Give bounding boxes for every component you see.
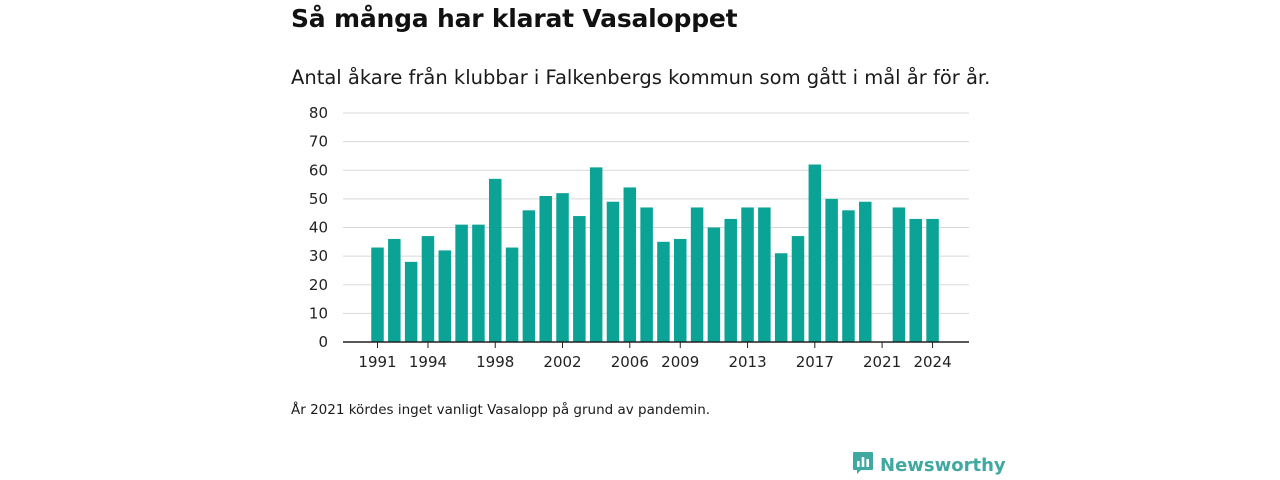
bar-2005 <box>606 201 620 342</box>
bar-1997 <box>472 224 485 342</box>
bar-2010 <box>690 207 704 342</box>
brand-name: Newsworthy <box>880 454 1006 476</box>
bar-2017 <box>808 164 822 342</box>
x-tick-label: 2006 <box>611 353 649 371</box>
y-tick-label: 20 <box>309 276 328 294</box>
chart-subtitle: Antal åkare från klubbar i Falkenbergs k… <box>291 66 991 89</box>
bar-2007 <box>640 207 653 342</box>
x-tick-label: 2002 <box>543 353 581 371</box>
y-tick-label: 0 <box>318 333 328 351</box>
y-axis-labels: 0 10 20 30 40 50 60 70 80 <box>309 104 328 351</box>
bar-2003 <box>573 216 586 342</box>
bar-2000 <box>522 210 536 342</box>
bar-2022 <box>892 207 906 342</box>
bar-1993 <box>404 261 418 342</box>
y-tick-label: 70 <box>309 133 328 151</box>
x-tick-label: 2017 <box>796 353 834 371</box>
bar-2012 <box>724 218 737 342</box>
x-tick-label: 2009 <box>661 353 699 371</box>
bar-2001 <box>539 196 552 342</box>
y-tick-label: 80 <box>309 104 328 122</box>
x-tick-label: 1991 <box>358 353 396 371</box>
footnote: År 2021 kördes inget vanligt Vasalopp på… <box>291 402 711 418</box>
bar-1995 <box>438 250 452 342</box>
bar-2018 <box>825 198 838 342</box>
x-tick-label: 2013 <box>728 353 766 371</box>
x-tick-label: 2024 <box>913 353 951 371</box>
y-tick-label: 50 <box>309 190 328 208</box>
bar-1992 <box>388 238 401 342</box>
bar-2009 <box>674 238 687 342</box>
bar-2006 <box>623 187 637 342</box>
bar-2014 <box>758 207 771 342</box>
x-tick-label: 1998 <box>476 353 514 371</box>
bar-2020 <box>859 201 872 342</box>
bar-1994 <box>421 236 435 342</box>
bar-2002 <box>556 193 569 342</box>
newsworthy-logo-icon <box>852 451 874 479</box>
bar-2016 <box>791 236 805 342</box>
x-tick-label: 2021 <box>863 353 901 371</box>
bar-2019 <box>842 210 855 342</box>
bar-1999 <box>505 247 519 342</box>
bar-2008 <box>657 241 670 342</box>
brand-logo[interactable]: Newsworthy <box>852 452 1006 478</box>
y-tick-label: 30 <box>309 247 328 265</box>
x-axis-labels: 1991 1994 1998 2002 2006 2009 2013 2017 2021 2024 <box>358 342 952 371</box>
bar-1996 <box>455 224 468 342</box>
x-tick-label: 1994 <box>409 353 447 371</box>
y-tick-label: 60 <box>309 161 328 179</box>
bar-2013 <box>741 207 754 342</box>
bar-2015 <box>774 253 788 342</box>
y-tick-label: 40 <box>309 219 328 237</box>
bar-chart: 0 10 20 30 40 50 60 70 80 1991 1994 1998 2002 2006 20… <box>309 104 969 371</box>
bar-1998 <box>488 178 502 342</box>
bar-2023 <box>909 218 922 342</box>
bar-1991 <box>371 247 384 342</box>
bar-2011 <box>707 227 721 342</box>
grid-lines <box>343 112 969 314</box>
y-tick-label: 10 <box>309 304 328 322</box>
bar-2024 <box>926 218 939 342</box>
bar-2004 <box>589 167 603 342</box>
bars <box>371 164 939 342</box>
chart-title: Så många har klarat Vasaloppet <box>291 4 738 33</box>
